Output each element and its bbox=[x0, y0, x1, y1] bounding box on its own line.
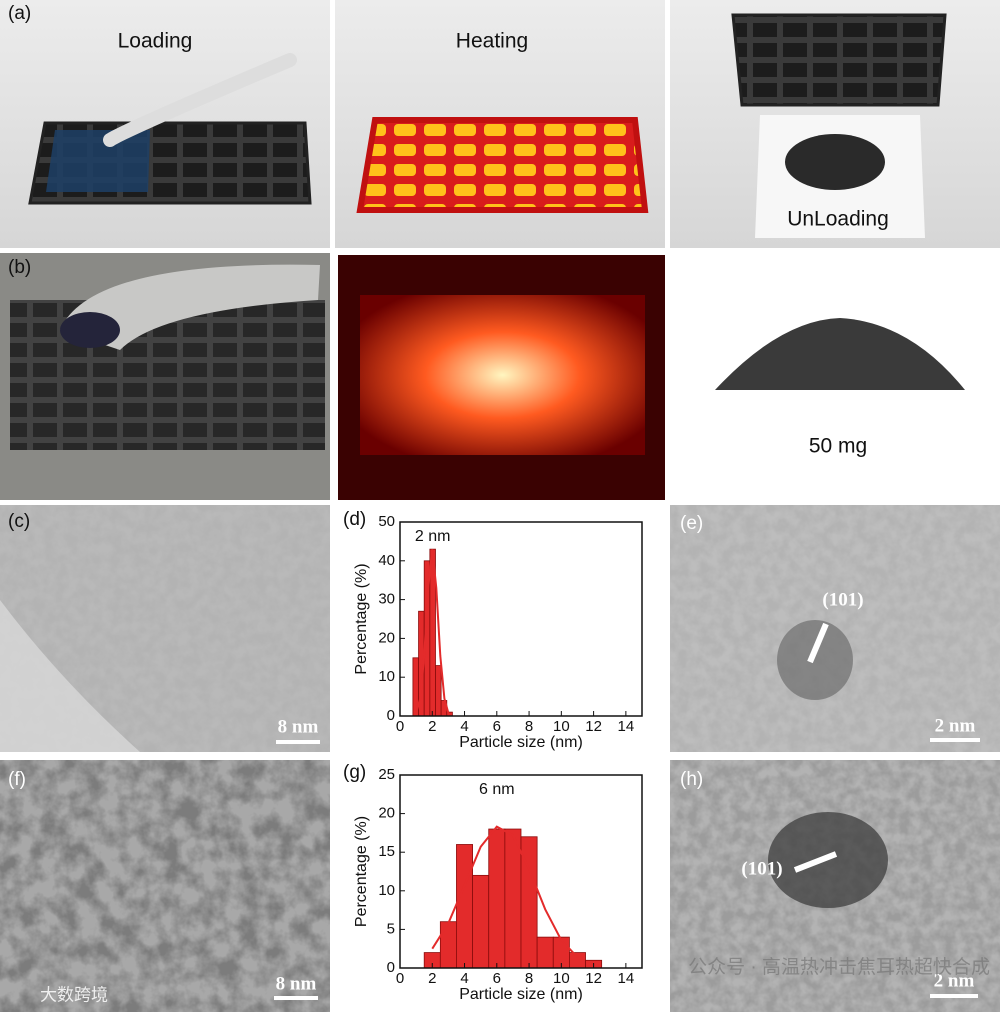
x-axis-label: Particle size (nm) bbox=[459, 986, 583, 1003]
x-axis-label: Particle size (nm) bbox=[459, 734, 583, 751]
tray bbox=[731, 13, 947, 107]
watermark: 大数跨境 bbox=[40, 985, 108, 1004]
panel-label: (b) bbox=[8, 257, 31, 278]
y-tick-label: 15 bbox=[378, 843, 395, 860]
y-tick-label: 10 bbox=[378, 668, 395, 685]
annotation: 6 nm bbox=[479, 781, 515, 798]
step-label: UnLoading bbox=[787, 208, 889, 231]
x-tick-label: 2 bbox=[428, 718, 436, 735]
scale-bar bbox=[930, 994, 978, 998]
panel-label: (c) bbox=[8, 511, 30, 532]
loaded-cells bbox=[46, 130, 150, 192]
panel-h: (h) (101) 2 nm bbox=[670, 760, 1000, 1012]
x-tick-label: 6 bbox=[493, 718, 501, 735]
x-tick-label: 8 bbox=[525, 718, 533, 735]
y-tick-label: 30 bbox=[378, 591, 395, 608]
y-tick-label: 20 bbox=[378, 629, 395, 646]
plot-frame bbox=[399, 774, 643, 969]
bar bbox=[536, 936, 554, 969]
plane-label: (101) bbox=[822, 589, 863, 610]
y-tick-label: 5 bbox=[387, 920, 395, 937]
x-tick-label: 4 bbox=[460, 718, 468, 735]
y-tick-label: 50 bbox=[378, 513, 395, 530]
bar bbox=[472, 874, 490, 969]
scale-label: 8 nm bbox=[278, 716, 319, 737]
plane-label: (101) bbox=[741, 858, 782, 879]
y-axis-label: Percentage (%) bbox=[353, 816, 370, 927]
annotation: 2 nm bbox=[415, 528, 451, 545]
tray-hot bbox=[356, 117, 649, 213]
y-tick-label: 0 bbox=[387, 959, 395, 976]
y-axis-label: Percentage (%) bbox=[353, 563, 370, 674]
lattice-marker bbox=[793, 851, 838, 873]
panel-label: (h) bbox=[680, 769, 703, 790]
glowing-grid bbox=[360, 295, 645, 455]
scale-label: 2 nm bbox=[935, 715, 976, 736]
bar bbox=[435, 665, 442, 717]
scale-label: 8 nm bbox=[276, 973, 317, 994]
bar bbox=[456, 844, 474, 969]
panel-a-heating: Heating bbox=[335, 0, 665, 248]
fit-curve bbox=[431, 825, 579, 958]
lattice-marker bbox=[807, 622, 829, 664]
bar bbox=[488, 828, 506, 969]
x-tick-label: 10 bbox=[553, 718, 570, 735]
y-tick-label: 25 bbox=[378, 766, 395, 783]
tem-image bbox=[0, 760, 330, 1012]
bar bbox=[504, 828, 522, 969]
panel-b-powder: 50 mg bbox=[670, 253, 1000, 500]
y-tick-label: 40 bbox=[378, 552, 395, 569]
panel-c: (c) 8 nm bbox=[0, 505, 330, 752]
panel-label: (g) bbox=[343, 762, 366, 783]
panel-label: (e) bbox=[680, 513, 703, 534]
y-tick-label: 0 bbox=[387, 707, 395, 724]
x-tick-label: 6 bbox=[493, 970, 501, 987]
panel-a-unloading: UnLoading bbox=[670, 0, 1000, 248]
powder bbox=[785, 134, 885, 190]
powder bbox=[60, 312, 120, 348]
panel-e: (e) (101) 2 nm bbox=[670, 505, 1000, 752]
step-label: Loading bbox=[118, 30, 193, 53]
panel-label: (f) bbox=[8, 769, 26, 790]
x-tick-label: 10 bbox=[553, 970, 570, 987]
tem-edge bbox=[0, 600, 140, 752]
x-tick-label: 8 bbox=[525, 970, 533, 987]
x-tick-label: 14 bbox=[618, 718, 635, 735]
plot-frame bbox=[399, 521, 643, 717]
scale-bar bbox=[930, 738, 980, 742]
y-tick-label: 10 bbox=[378, 882, 395, 899]
panel-label: (d) bbox=[343, 509, 366, 530]
particle bbox=[777, 620, 853, 700]
histogram-chart: 0 10 20 30 40 50 0 2 4 6 8 10 12 14 Particle size (nm)… bbox=[338, 502, 665, 758]
scale-bar bbox=[274, 996, 318, 1000]
bar bbox=[569, 952, 586, 969]
panel-b: (b) bbox=[0, 253, 330, 500]
mass-label: 50 mg bbox=[809, 435, 867, 458]
bar bbox=[439, 921, 457, 969]
powder-pile bbox=[715, 318, 965, 390]
y-tick-label: 20 bbox=[378, 805, 395, 822]
panel-label: (a) bbox=[8, 3, 31, 24]
panel-a: (a) Loading bbox=[0, 0, 330, 248]
panel-f: (f) 8 nm 大数跨境 bbox=[0, 760, 330, 1012]
scale-bar bbox=[276, 740, 320, 744]
spoon bbox=[60, 264, 320, 350]
x-tick-label: 12 bbox=[585, 718, 602, 735]
x-tick-label: 12 bbox=[585, 970, 602, 987]
watermark: 公众号 · 高温热冲击焦耳热超快合成 bbox=[688, 956, 990, 978]
fit-curve bbox=[415, 549, 450, 714]
x-tick-label: 4 bbox=[460, 970, 468, 987]
spoon bbox=[103, 53, 297, 147]
x-tick-label: 2 bbox=[428, 970, 436, 987]
step-label: Heating bbox=[456, 30, 528, 53]
scale-label: 2 nm bbox=[934, 970, 975, 991]
x-tick-label: 0 bbox=[396, 718, 404, 735]
x-tick-label: 0 bbox=[396, 970, 404, 987]
histogram-chart: 0 5 10 15 20 25 0 2 4 6 8 10 12 14 Particle size (nm) P… bbox=[338, 755, 665, 1010]
x-tick-label: 14 bbox=[618, 970, 635, 987]
